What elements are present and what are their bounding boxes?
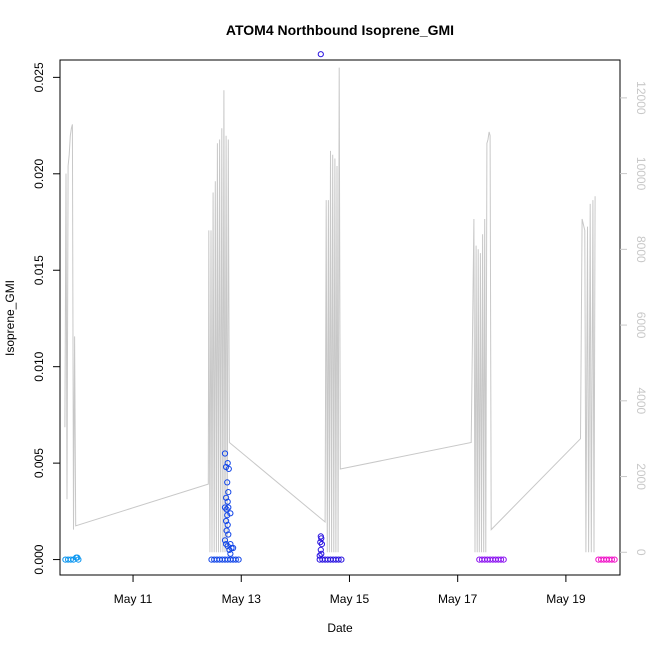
data-point xyxy=(338,556,345,563)
data-point xyxy=(223,494,230,501)
data-point xyxy=(318,541,325,548)
y2-tick-label: 4000 xyxy=(634,387,648,414)
y2-tick-label: 6000 xyxy=(634,312,648,339)
altitude-line xyxy=(64,67,596,553)
y-tick-label: 0.010 xyxy=(32,351,46,381)
altitude-line-layer xyxy=(64,67,596,553)
y2-tick-label: 10000 xyxy=(634,157,648,191)
data-point xyxy=(225,489,232,496)
y2-tick-label: 12000 xyxy=(634,81,648,115)
data-point xyxy=(225,531,232,538)
data-point xyxy=(221,504,229,511)
data-point xyxy=(318,535,325,542)
data-point xyxy=(67,556,74,563)
x-axis-label: Date xyxy=(327,621,353,635)
data-point xyxy=(221,450,229,457)
y-axis: 0.000 0.005 0.010 0.015 0.020 0.025 xyxy=(32,62,61,575)
data-point xyxy=(316,552,323,559)
y2-tick-label: 0 xyxy=(634,549,648,556)
y2-tick-label: 8000 xyxy=(634,236,648,263)
data-point xyxy=(224,498,231,505)
x-tick-label: May 11 xyxy=(114,592,153,606)
data-point xyxy=(223,517,230,525)
data-point xyxy=(75,556,82,563)
data-point xyxy=(317,539,324,546)
data-point xyxy=(223,527,230,534)
data-point xyxy=(227,510,234,517)
y2-axis: 0 2000 4000 6000 8000 10000 12000 xyxy=(620,81,648,556)
y-tick-label: 0.020 xyxy=(32,158,46,188)
data-point xyxy=(225,504,232,511)
data-point xyxy=(497,556,505,563)
y-tick-label: 0.015 xyxy=(32,255,46,285)
x-tick-label: May 17 xyxy=(438,592,478,606)
data-point xyxy=(317,546,324,554)
y-axis-label: Isoprene_GMI xyxy=(3,280,17,356)
x-tick-label: May 19 xyxy=(546,592,586,606)
y2-tick-label: 2000 xyxy=(634,463,648,490)
scatter-points-layer xyxy=(62,51,618,563)
data-point xyxy=(224,479,231,486)
data-point xyxy=(224,512,231,519)
data-point xyxy=(223,506,230,513)
y-tick-label: 0.005 xyxy=(32,448,46,478)
data-point xyxy=(318,550,325,557)
data-point xyxy=(224,460,231,467)
data-point xyxy=(227,550,234,557)
x-axis: May 11 May 13 May 15 May 17 May 19 xyxy=(114,574,586,606)
data-point xyxy=(225,465,232,472)
y-tick-label: 0.025 xyxy=(32,62,46,92)
y-tick-label: 0.000 xyxy=(32,544,46,574)
data-point xyxy=(221,537,229,544)
chart-title: ATOM4 Northbound Isoprene_GMI xyxy=(226,22,454,38)
x-tick-label: May 15 xyxy=(330,592,370,606)
data-point xyxy=(230,544,237,552)
data-point xyxy=(500,556,507,563)
data-point xyxy=(611,556,618,563)
data-point xyxy=(232,556,239,563)
data-point xyxy=(317,51,324,58)
x-tick-label: May 13 xyxy=(222,592,262,606)
data-point xyxy=(235,556,242,563)
data-point xyxy=(224,521,231,529)
data-point xyxy=(608,556,616,563)
data-point xyxy=(335,556,342,563)
